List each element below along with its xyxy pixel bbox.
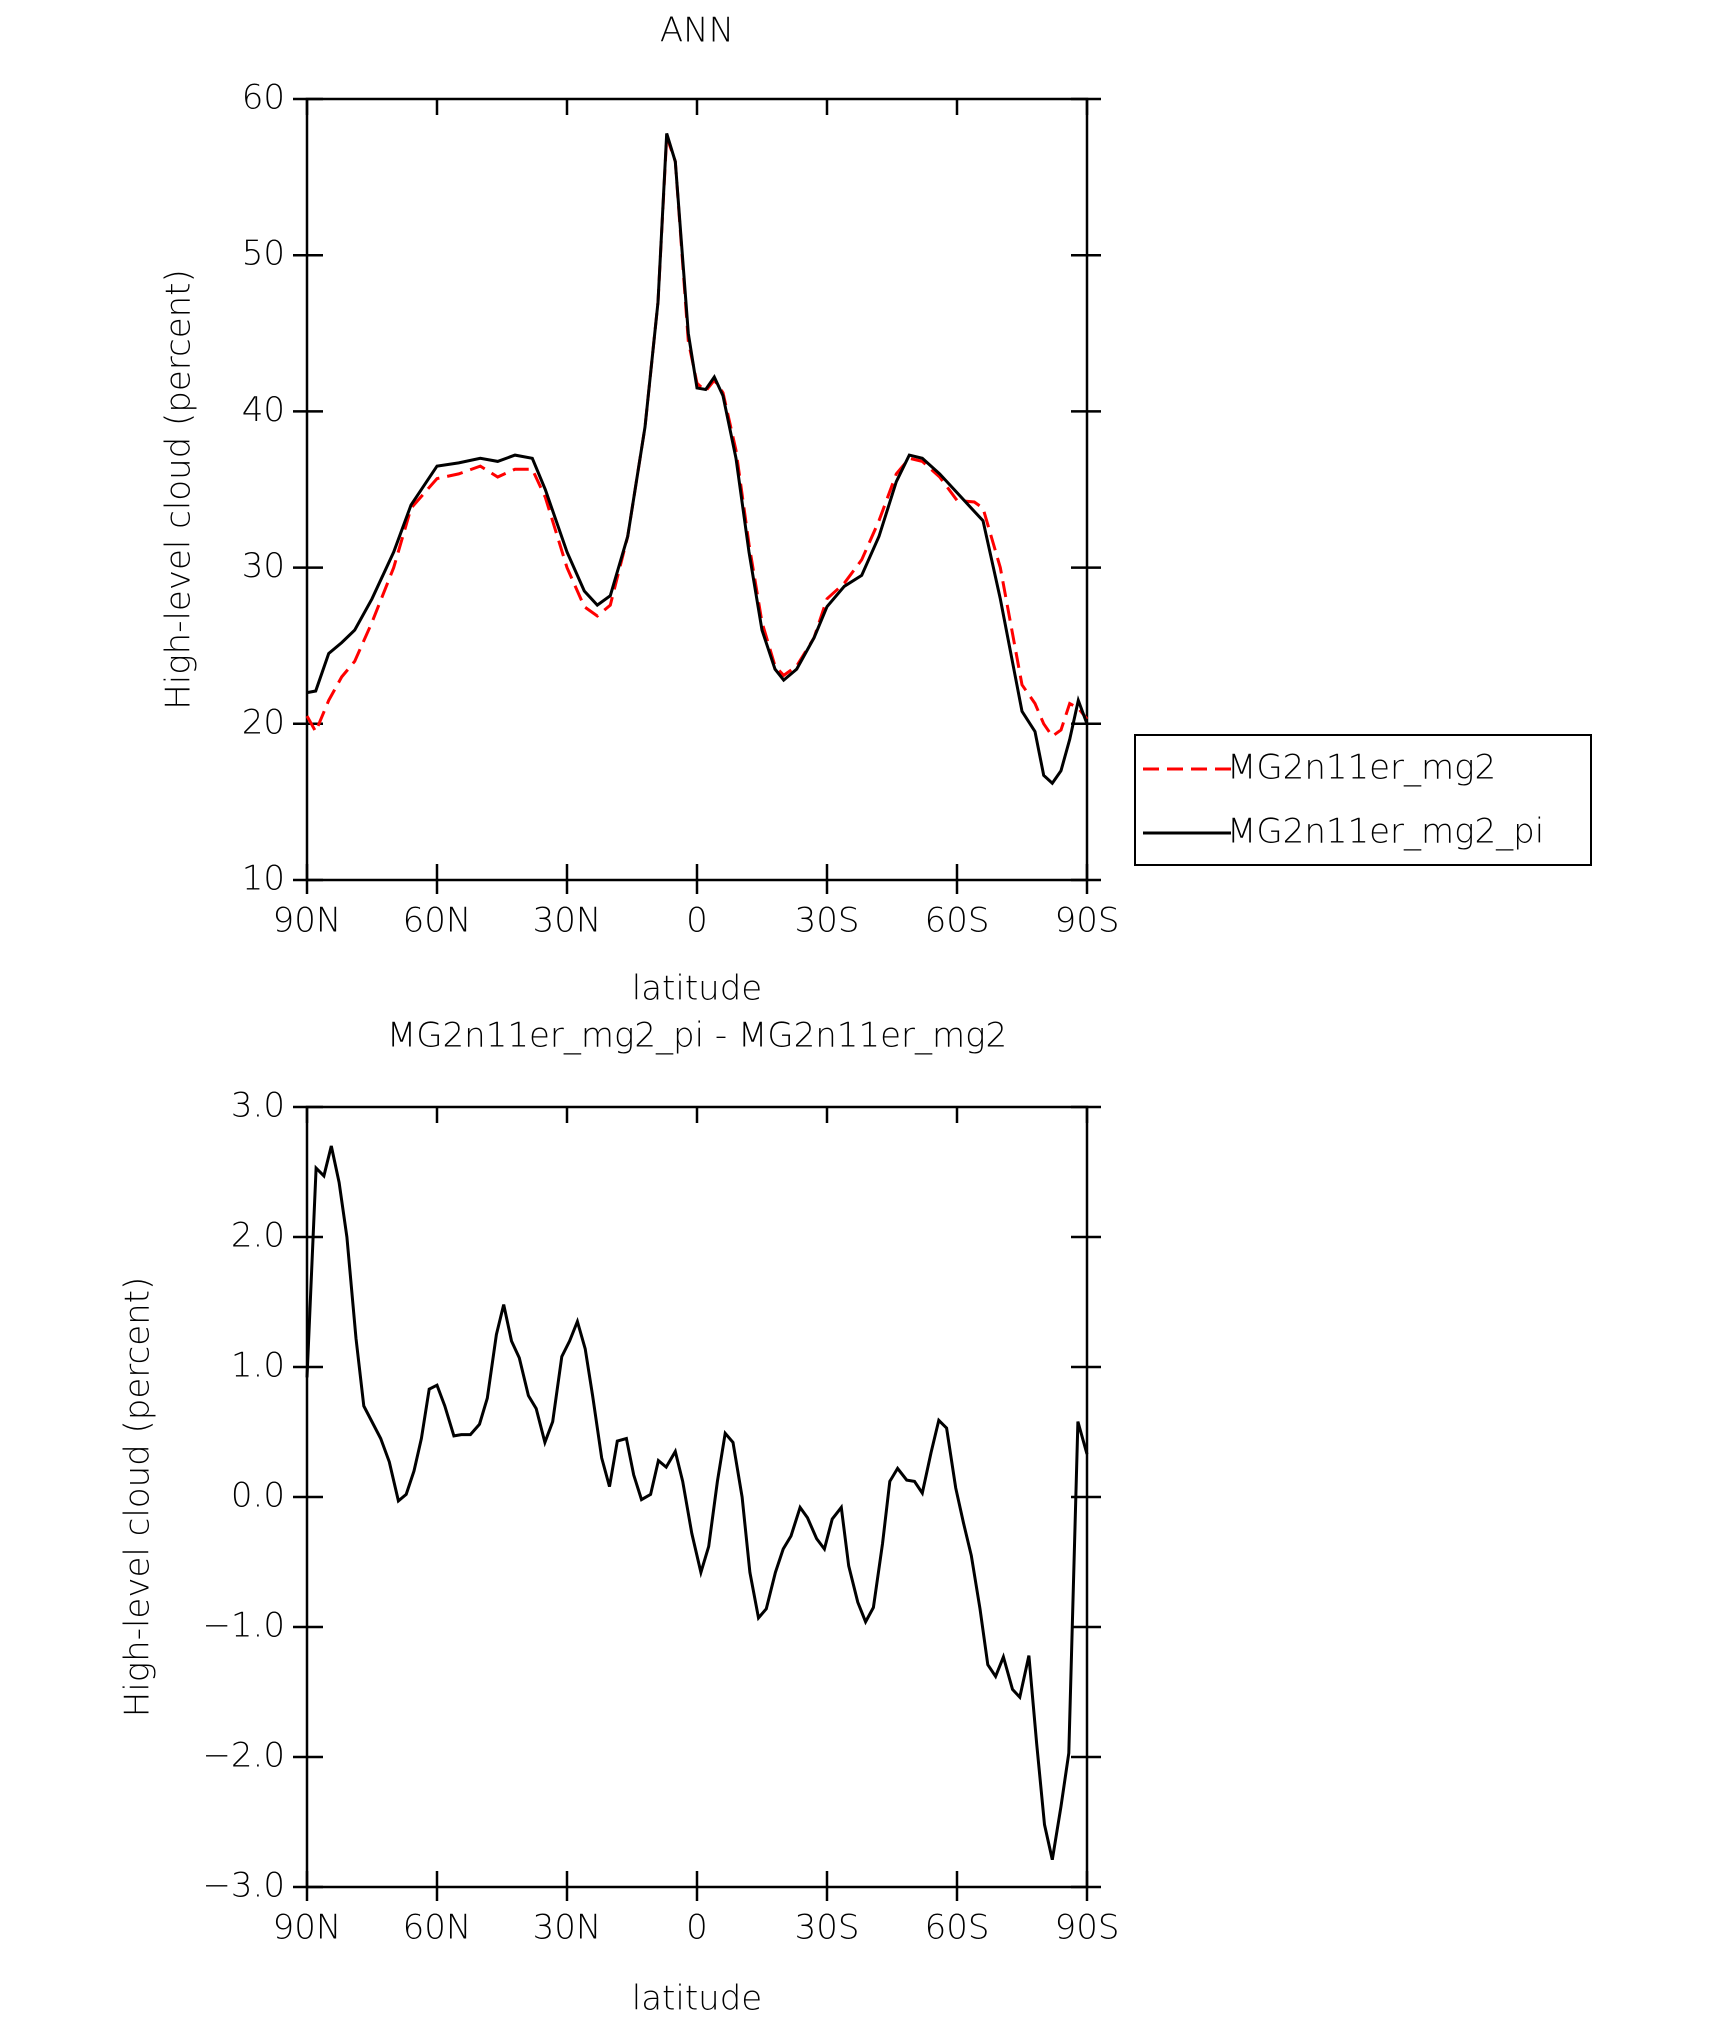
x-tick-label: 30N — [533, 1908, 602, 1948]
x-axis-label: latitude — [632, 969, 762, 1009]
y-tick-label: −3.0 — [202, 1866, 285, 1906]
x-axis-label: latitude — [632, 1979, 762, 2019]
x-tick-label: 90N — [273, 1908, 342, 1948]
y-tick-label: 30 — [242, 546, 285, 586]
chart-title: ANN — [660, 11, 734, 51]
x-tick-label: 90S — [1055, 901, 1120, 941]
y-tick-label: 50 — [242, 234, 285, 274]
x-tick-label: 0 — [686, 901, 708, 941]
y-tick-label: 60 — [242, 78, 285, 118]
y-axis-label: High-level cloud (percent) — [159, 269, 199, 710]
data-line — [305, 1145, 1089, 1861]
x-tick-label: 60S — [925, 901, 990, 941]
x-tick-label: 30S — [795, 901, 860, 941]
x-tick-label: 30N — [533, 901, 602, 941]
x-tick-label: 60S — [925, 1908, 990, 1948]
x-tick-label: 90S — [1055, 1908, 1120, 1948]
chart-title: MG2n11er_mg2_pi - MG2n11er_mg2 — [387, 1016, 1007, 1056]
data-line — [306, 132, 1089, 786]
plot-frame — [305, 97, 1089, 882]
y-tick-label: 40 — [242, 390, 285, 430]
y-tick-label: 1.0 — [231, 1346, 285, 1386]
x-tick-label: 0 — [686, 1908, 708, 1948]
data-line — [305, 136, 1089, 739]
y-tick-label: 2.0 — [231, 1216, 285, 1256]
y-tick-label: 20 — [242, 702, 285, 742]
y-tick-label: 0.0 — [231, 1476, 285, 1516]
legend-box — [1134, 734, 1592, 866]
x-tick-label: 60N — [403, 901, 472, 941]
y-tick-label: 10 — [242, 859, 285, 899]
legend-label: MG2n11er_mg2_pi — [1227, 812, 1544, 852]
y-tick-label: 3.0 — [231, 1086, 285, 1126]
plot-frame — [305, 1105, 1089, 1889]
x-tick-label: 60N — [403, 1908, 472, 1948]
y-axis-label: High-level cloud (percent) — [118, 1277, 158, 1718]
x-tick-label: 90N — [273, 901, 342, 941]
y-tick-label: −2.0 — [202, 1736, 285, 1776]
y-tick-label: −1.0 — [202, 1606, 285, 1646]
x-tick-label: 30S — [795, 1908, 860, 1948]
legend-label: MG2n11er_mg2 — [1227, 748, 1496, 788]
